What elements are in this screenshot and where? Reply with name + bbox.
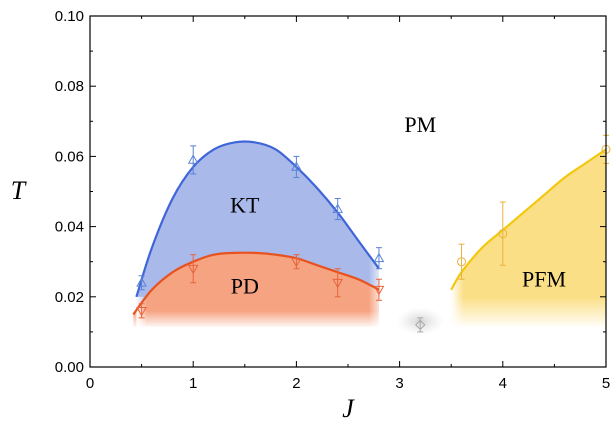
boundary-curve-pfm [450,148,606,291]
data-point [187,145,199,175]
data-point [332,268,344,298]
region-label-pfm: PFM [522,266,566,291]
data-point [457,243,467,280]
y-axis-ticks: 0.00 0.02 0.04 0.06 0.08 0.10 [55,8,606,376]
phase-regions [133,141,606,327]
fade-bottom-pd [131,310,390,329]
marker-circle [498,229,508,239]
region-label-pd: PD [231,273,259,298]
y-tick-label: 0.08 [55,78,84,95]
region-pfm [451,149,606,327]
x-tick-label: 4 [499,375,507,392]
marker-triangle-up [136,277,147,287]
data-point [136,303,147,319]
data-point [498,201,508,266]
region-label-pm: PM [404,112,436,137]
marker-triangle-up [187,154,199,164]
data-point [291,155,302,178]
y-axis-title: T [11,176,27,205]
y-tick-label: 0.10 [55,8,84,25]
marker-triangle-down [136,306,147,317]
data-point [187,254,199,284]
marker-diamond [415,319,426,331]
data-point [136,275,147,291]
data-point [373,247,385,270]
x-tick-label: 0 [86,375,94,392]
region-labels: PM KT PD PFM [230,112,566,298]
data-point [291,254,302,270]
x-axis-title: J [342,394,355,423]
marker-triangle-down [187,264,199,275]
marker-triangle-down [373,285,385,296]
marker-triangle-down [291,257,302,268]
data-point [373,278,385,301]
region-label-kt: KT [230,193,260,218]
y-tick-label: 0.06 [55,148,84,165]
y-tick-label: 0.00 [55,359,84,376]
fade-bottom-pfm [451,296,606,329]
x-tick-label: 1 [189,375,197,392]
marker-triangle-up [373,252,385,263]
marker-triangle-up [291,161,302,171]
x-tick-label: 5 [602,375,610,392]
x-axis-ticks: 0 1 2 3 4 5 [86,16,610,392]
marker-triangle-up [332,203,344,213]
data-point [332,198,344,221]
y-tick-label: 0.02 [55,289,84,306]
y-tick-label: 0.04 [55,219,84,236]
marker-triangle-down [332,278,344,289]
marker-circle [457,257,467,267]
data-point [415,317,426,333]
fade-right-kt [368,244,385,327]
x-tick-label: 2 [292,375,300,392]
x-tick-label: 3 [395,375,403,392]
